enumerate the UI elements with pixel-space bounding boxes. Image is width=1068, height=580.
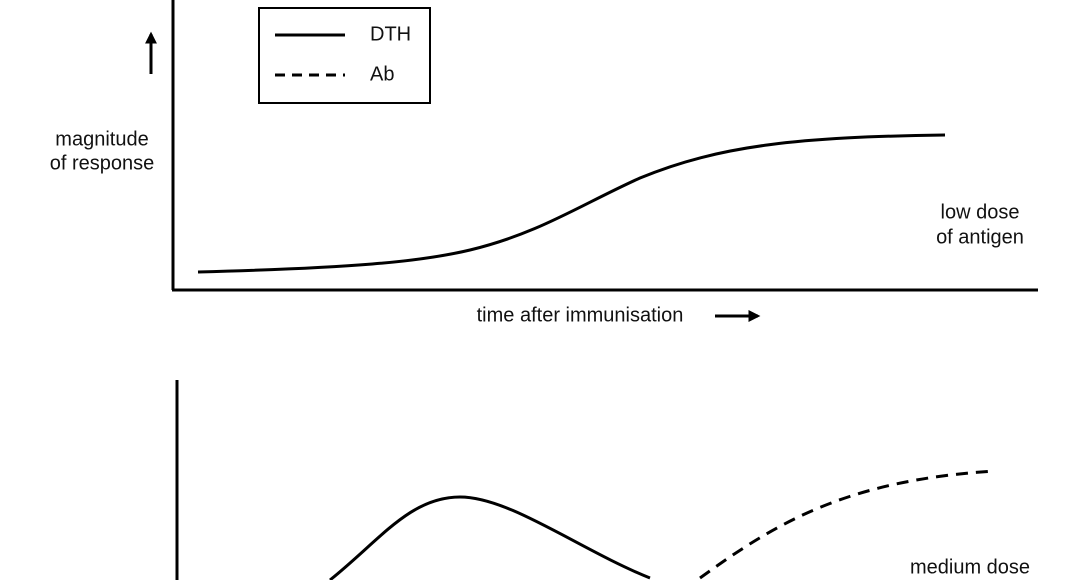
y-label: magnitude [55,128,148,150]
bottom-panel: medium dose [175,380,1030,580]
legend-label: DTH [370,23,411,45]
ab-curve [699,469,996,580]
dth-curve [329,495,651,580]
top-panel: magnitude of response DTH Ab low dose of… [50,0,1038,326]
panel-label: of antigen [936,226,1024,248]
legend-label: Ab [370,63,394,85]
x-label: time after immunisation [477,304,684,326]
legend-box [258,7,431,104]
panel-label: medium dose [910,556,1030,578]
panel-label: low dose [941,201,1020,223]
dth-curve [197,133,946,274]
y-label: of response [50,152,155,174]
